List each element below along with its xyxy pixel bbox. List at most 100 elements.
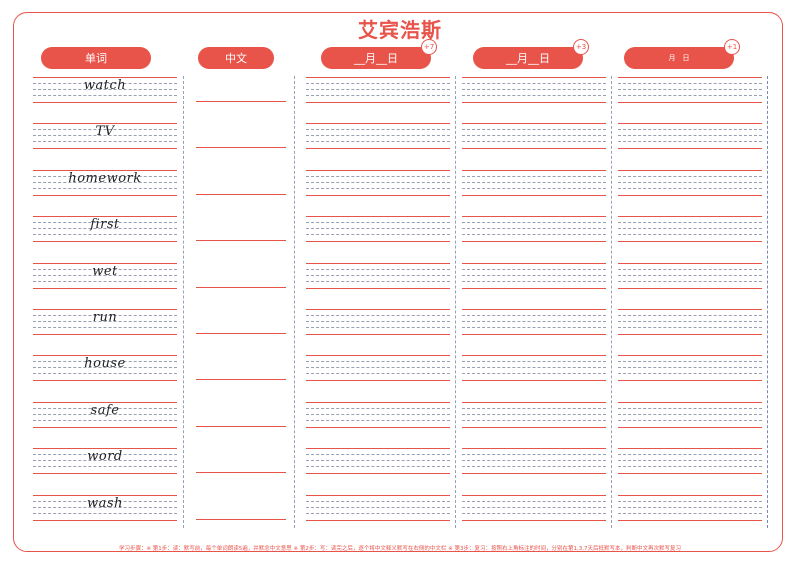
ruled-line bbox=[462, 123, 606, 125]
guide-line bbox=[33, 506, 177, 508]
guide-line bbox=[618, 315, 762, 316]
ruled-line bbox=[33, 448, 177, 450]
ruled-line bbox=[618, 426, 762, 428]
ruled-line bbox=[306, 241, 450, 243]
ruled-line bbox=[462, 262, 606, 264]
ruled-line bbox=[462, 334, 606, 335]
writing-row bbox=[618, 260, 762, 306]
ruled-line bbox=[33, 216, 177, 218]
guide-line bbox=[462, 413, 606, 415]
word-row: watch bbox=[33, 74, 177, 120]
word-row: wet bbox=[33, 260, 177, 306]
ruled-line bbox=[33, 473, 177, 475]
writing-row bbox=[306, 213, 450, 259]
guide-line bbox=[33, 367, 177, 369]
ruled-line bbox=[33, 287, 177, 289]
ruled-line bbox=[33, 494, 177, 496]
guide-line bbox=[462, 274, 606, 276]
answer-line bbox=[196, 286, 286, 288]
writing-row bbox=[462, 306, 606, 352]
guide-line bbox=[306, 274, 450, 276]
writing-row bbox=[306, 306, 450, 352]
guide-line bbox=[618, 321, 762, 322]
guide-line bbox=[306, 407, 450, 409]
writing-row bbox=[618, 120, 762, 166]
page-frame bbox=[13, 12, 783, 552]
guide-line bbox=[306, 268, 450, 270]
guide-line bbox=[306, 373, 450, 375]
guide-line bbox=[306, 419, 450, 421]
guide-line bbox=[618, 234, 762, 236]
header-chinese-label: 中文 bbox=[225, 52, 247, 65]
answer-line bbox=[196, 472, 286, 474]
ruled-line bbox=[33, 519, 177, 521]
guide-line bbox=[306, 361, 450, 363]
column-divider bbox=[455, 76, 456, 528]
guide-line bbox=[618, 361, 762, 363]
ruled-line bbox=[33, 169, 177, 171]
ruled-line bbox=[618, 494, 762, 496]
guide-line bbox=[33, 268, 177, 270]
writing-row bbox=[462, 120, 606, 166]
guide-line bbox=[306, 454, 450, 456]
guide-line bbox=[33, 407, 177, 409]
ruled-line bbox=[462, 287, 606, 289]
ruled-line bbox=[618, 77, 762, 78]
guide-line bbox=[462, 268, 606, 270]
ruled-line bbox=[306, 355, 450, 357]
writing-row bbox=[618, 213, 762, 259]
answer-line bbox=[196, 147, 286, 149]
writing-row bbox=[306, 445, 450, 491]
writing-row bbox=[196, 74, 286, 120]
ruled-line bbox=[306, 194, 450, 196]
guide-line bbox=[618, 175, 762, 177]
ruled-line bbox=[462, 77, 606, 78]
ruled-line bbox=[618, 169, 762, 171]
writing-row bbox=[462, 352, 606, 398]
answer-line bbox=[196, 240, 286, 242]
ruled-line bbox=[618, 123, 762, 125]
study-steps-footer: 学习步骤：※ 第1步：读：默写前，每个单词朗读5遍，并默念中文意思 ※ 第2步：… bbox=[118, 546, 682, 552]
header-review-day3-label: __月__日 bbox=[506, 52, 550, 65]
column-divider bbox=[611, 76, 612, 528]
writing-row bbox=[306, 399, 450, 445]
answer-line bbox=[196, 193, 286, 195]
guide-line bbox=[462, 141, 606, 143]
guide-line bbox=[618, 407, 762, 409]
guide-line bbox=[306, 460, 450, 462]
ruled-line bbox=[33, 309, 177, 310]
ruled-line bbox=[462, 448, 606, 450]
writing-row bbox=[618, 167, 762, 213]
writing-row bbox=[306, 492, 450, 538]
column-divider bbox=[183, 76, 184, 528]
guide-line bbox=[618, 460, 762, 462]
guide-line bbox=[33, 361, 177, 363]
column-review-day3 bbox=[462, 74, 606, 530]
guide-line bbox=[462, 315, 606, 316]
writing-row bbox=[306, 260, 450, 306]
guide-line bbox=[462, 321, 606, 322]
vocab-word: homework bbox=[68, 170, 142, 186]
answer-line bbox=[196, 425, 286, 427]
guide-line bbox=[462, 89, 606, 90]
ruled-line bbox=[462, 148, 606, 150]
ruled-line bbox=[306, 123, 450, 125]
guide-line bbox=[618, 268, 762, 270]
guide-line bbox=[618, 280, 762, 282]
word-row: safe bbox=[33, 399, 177, 445]
guide-line bbox=[462, 280, 606, 282]
ruled-line bbox=[618, 102, 762, 103]
guide-line bbox=[462, 234, 606, 236]
ruled-line bbox=[306, 148, 450, 150]
guide-line bbox=[462, 367, 606, 369]
guide-line bbox=[462, 361, 606, 363]
ruled-line bbox=[306, 216, 450, 218]
word-row: word bbox=[33, 445, 177, 491]
ruled-line bbox=[306, 380, 450, 382]
guide-line bbox=[462, 222, 606, 224]
ruled-line bbox=[33, 123, 177, 125]
ruled-line bbox=[618, 473, 762, 475]
guide-line bbox=[33, 181, 177, 183]
guide-line bbox=[618, 187, 762, 189]
guide-line bbox=[33, 129, 177, 131]
